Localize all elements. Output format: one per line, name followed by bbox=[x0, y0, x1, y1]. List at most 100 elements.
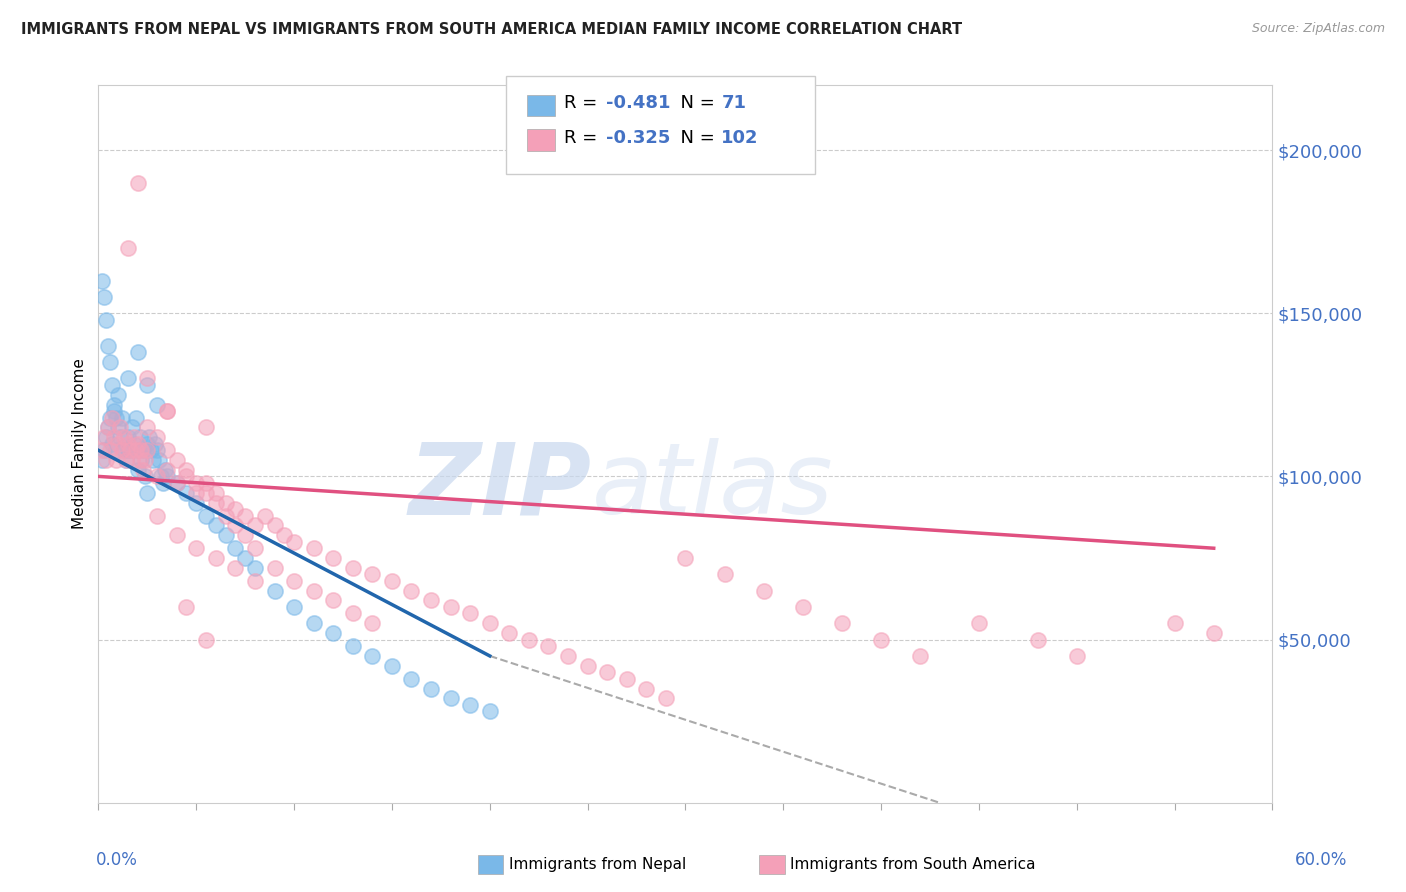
Point bbox=[136, 371, 159, 385]
Point bbox=[263, 583, 285, 598]
Point bbox=[156, 443, 179, 458]
Point bbox=[156, 404, 179, 418]
Point bbox=[713, 567, 735, 582]
Text: -0.481: -0.481 bbox=[606, 95, 671, 112]
Point bbox=[176, 463, 198, 477]
Text: Immigrants from South America: Immigrants from South America bbox=[790, 857, 1036, 871]
Point bbox=[111, 410, 134, 425]
Point bbox=[146, 430, 169, 444]
Point bbox=[381, 658, 404, 673]
Point bbox=[122, 430, 145, 444]
Point bbox=[108, 420, 131, 434]
Point bbox=[103, 398, 125, 412]
Point bbox=[186, 475, 208, 490]
Text: 60.0%: 60.0% bbox=[1295, 851, 1347, 869]
Point bbox=[131, 443, 153, 458]
Point bbox=[132, 443, 155, 458]
Point bbox=[361, 648, 384, 663]
Point bbox=[93, 430, 115, 444]
Point bbox=[243, 561, 266, 575]
Point bbox=[101, 410, 124, 425]
Point bbox=[117, 371, 139, 385]
Point bbox=[361, 567, 384, 582]
Point bbox=[122, 436, 145, 450]
Point bbox=[98, 443, 121, 458]
Point bbox=[118, 443, 141, 458]
Point bbox=[478, 616, 501, 631]
Point bbox=[146, 443, 169, 458]
Point bbox=[124, 443, 146, 458]
Point bbox=[186, 485, 208, 500]
Point bbox=[537, 639, 560, 653]
Point bbox=[136, 436, 159, 450]
Point bbox=[253, 508, 276, 523]
Point bbox=[302, 616, 325, 631]
Point bbox=[205, 495, 228, 509]
Point bbox=[128, 430, 150, 444]
Point bbox=[107, 420, 129, 434]
Point bbox=[195, 632, 218, 647]
Point bbox=[752, 583, 775, 598]
Point bbox=[458, 607, 481, 621]
Point bbox=[132, 463, 155, 477]
Point bbox=[91, 453, 114, 467]
Text: ZIP: ZIP bbox=[409, 438, 592, 535]
Point bbox=[105, 443, 128, 458]
Point bbox=[214, 528, 236, 542]
Point bbox=[117, 436, 139, 450]
Text: Source: ZipAtlas.com: Source: ZipAtlas.com bbox=[1251, 22, 1385, 36]
Point bbox=[224, 541, 246, 556]
Point bbox=[96, 430, 118, 444]
Point bbox=[498, 626, 520, 640]
Point bbox=[121, 420, 143, 434]
Text: 71: 71 bbox=[721, 95, 747, 112]
Point bbox=[243, 574, 266, 588]
Point bbox=[195, 485, 218, 500]
Point bbox=[1066, 648, 1088, 663]
Point bbox=[142, 453, 165, 467]
Point bbox=[439, 599, 461, 614]
Point bbox=[224, 502, 246, 516]
Point bbox=[136, 443, 159, 458]
Point bbox=[97, 420, 120, 434]
Point bbox=[1202, 626, 1225, 640]
Point bbox=[93, 290, 115, 304]
Point bbox=[401, 672, 423, 686]
Point bbox=[420, 681, 443, 696]
Point bbox=[361, 616, 384, 631]
Point bbox=[596, 665, 619, 680]
Point bbox=[1163, 616, 1185, 631]
Point bbox=[322, 593, 344, 607]
Point bbox=[870, 632, 893, 647]
Point bbox=[138, 430, 160, 444]
Point bbox=[176, 485, 198, 500]
Point bbox=[195, 508, 218, 523]
Point bbox=[655, 691, 678, 706]
Point bbox=[98, 410, 121, 425]
Point bbox=[342, 561, 364, 575]
Point bbox=[205, 518, 228, 533]
Point bbox=[439, 691, 461, 706]
Y-axis label: Median Family Income: Median Family Income bbox=[72, 359, 87, 529]
Point bbox=[967, 616, 990, 631]
Point bbox=[156, 463, 179, 477]
Point bbox=[128, 453, 150, 467]
Point bbox=[101, 378, 124, 392]
Point bbox=[420, 593, 443, 607]
Point bbox=[831, 616, 853, 631]
Point bbox=[97, 339, 120, 353]
Point bbox=[114, 453, 136, 467]
Point bbox=[91, 443, 114, 458]
Point bbox=[141, 443, 163, 458]
Point bbox=[114, 453, 136, 467]
Point bbox=[576, 658, 599, 673]
Point bbox=[111, 443, 134, 458]
Point bbox=[98, 355, 121, 369]
Point bbox=[233, 528, 256, 542]
Point bbox=[131, 453, 153, 467]
Point bbox=[243, 541, 266, 556]
Point bbox=[616, 672, 638, 686]
Point bbox=[136, 485, 159, 500]
Point bbox=[152, 475, 174, 490]
Point bbox=[792, 599, 814, 614]
